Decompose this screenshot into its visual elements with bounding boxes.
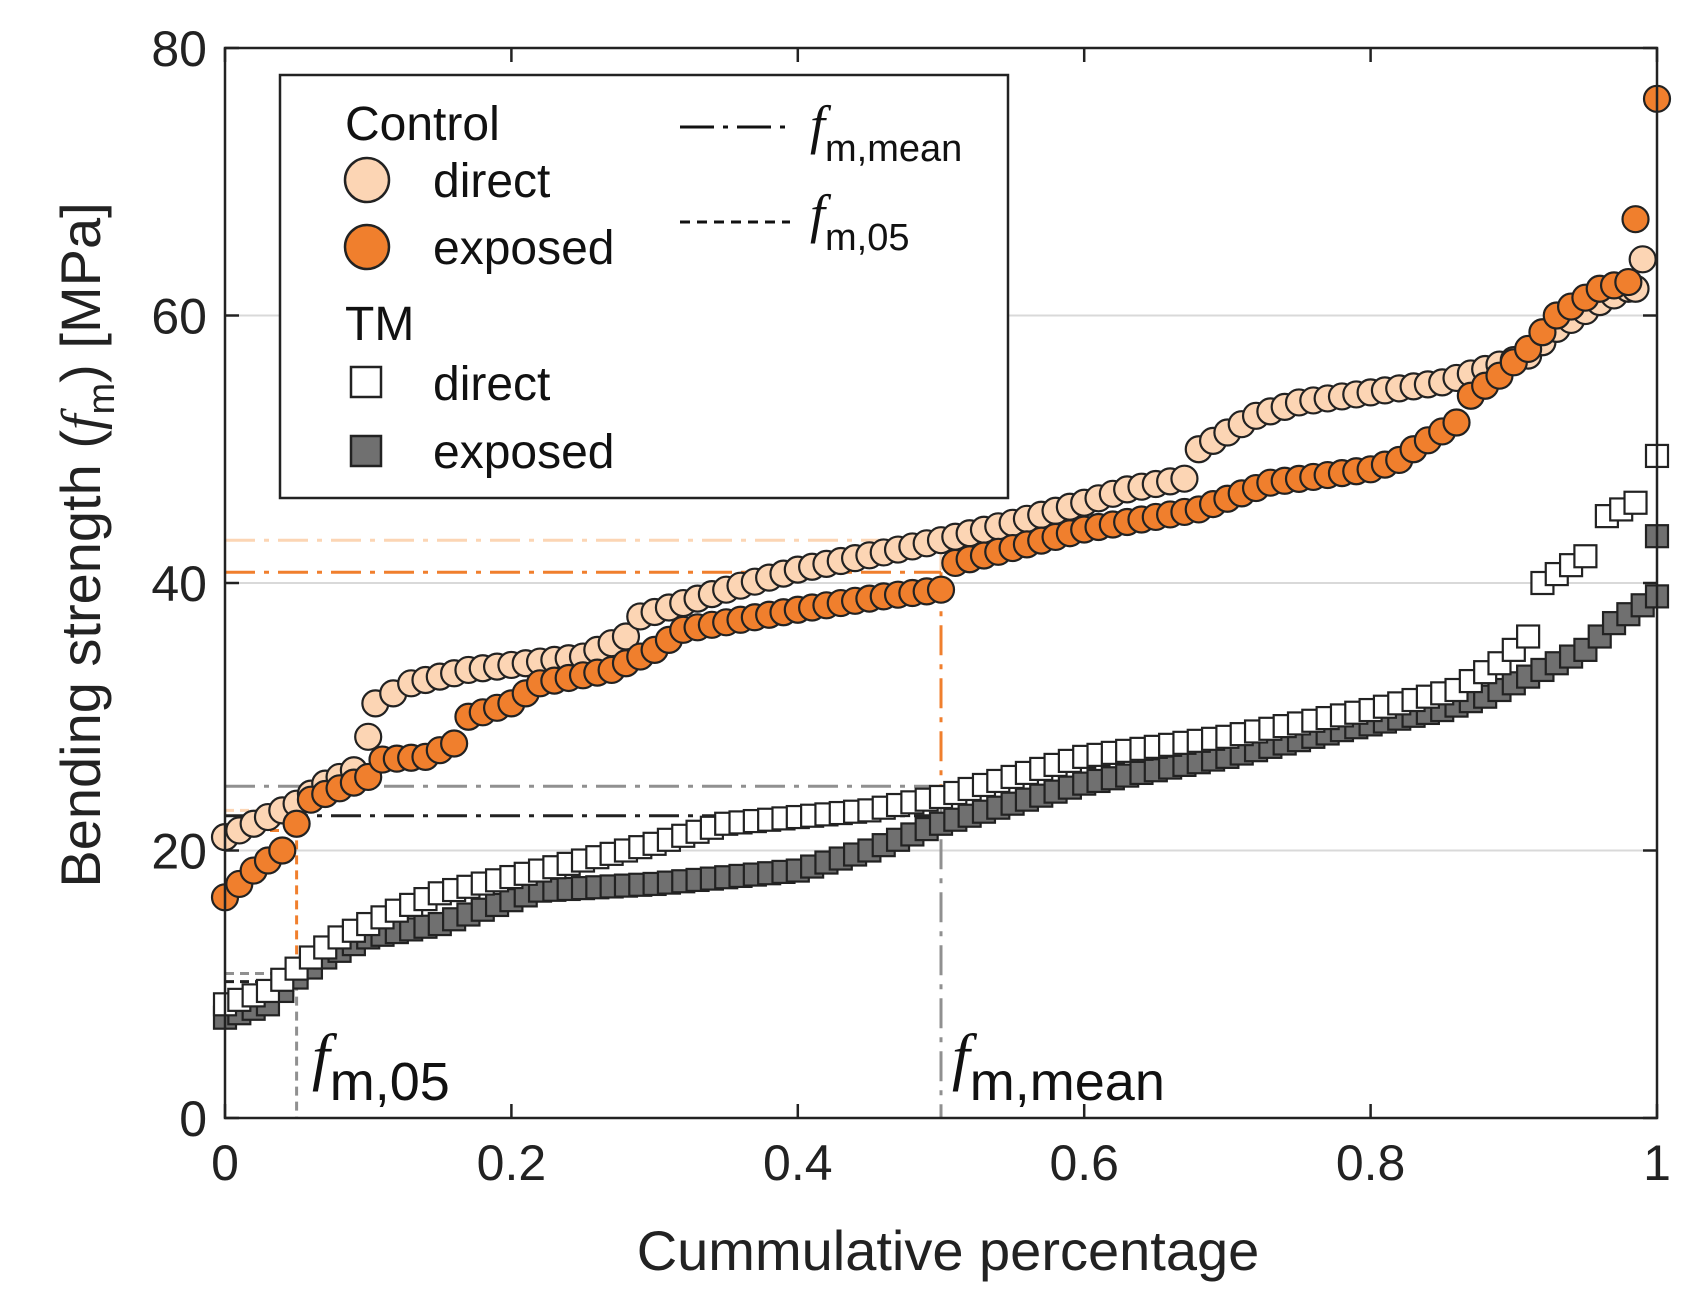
y-axis-label-suffix: ) [MPa]	[49, 202, 112, 382]
legend-label-mean: fm,mean	[810, 95, 962, 170]
y-tick-label-4: 80	[151, 21, 207, 77]
point-control-exposed-86	[1442, 408, 1471, 437]
y-tick-label-1: 20	[151, 824, 207, 880]
series-control-exposed	[210, 84, 1672, 912]
x-tick-label-2: 0.4	[763, 1135, 833, 1191]
point-control-direct-100	[1628, 245, 1657, 274]
point-control-exposed-5	[282, 809, 311, 838]
legend-label-05-subscript: m,05	[825, 217, 909, 259]
x-tick-label-0: 0	[211, 1135, 239, 1191]
legend-label-control-exposed: exposed	[433, 222, 614, 275]
legend-label-tm-exposed: exposed	[433, 426, 614, 479]
point-control-exposed-50	[926, 575, 956, 604]
point-tm-direct-95	[1573, 544, 1598, 569]
point-control-exposed-16	[440, 729, 469, 758]
y-axis-label-subscript: m	[81, 383, 123, 415]
y-axis-ticks: 0 20 40 60 80	[151, 21, 1657, 1147]
series-tm-direct	[212, 443, 1670, 1017]
y-tick-label-0: 0	[179, 1091, 207, 1147]
x-tick-label-5: 1	[1643, 1135, 1671, 1191]
annotation-fm05-subscript: m,05	[330, 1052, 450, 1112]
reference-lines	[225, 538, 943, 1118]
y-axis-label: Bending strength (fm) [MPa]	[49, 202, 123, 887]
legend-marker-tm-exposed	[349, 434, 383, 468]
data-points	[210, 84, 1672, 1030]
legend-title-control: Control	[345, 98, 500, 151]
legend-title-tm: TM	[345, 298, 414, 351]
point-tm-direct-91	[1516, 624, 1541, 649]
point-control-exposed-99	[1621, 205, 1650, 234]
legend-label-mean-subscript: m,mean	[825, 128, 962, 170]
annotation-fmmean-subscript: m,mean	[970, 1052, 1165, 1112]
legend-marker-tm-direct	[349, 365, 383, 399]
legend-label-05: fm,05	[810, 184, 910, 259]
y-axis-label-prefix: Bending strength (	[49, 430, 112, 888]
legend-box	[278, 73, 1010, 500]
legend-marker-control-exposed	[343, 223, 391, 271]
legend-marker-control-direct	[343, 156, 391, 204]
point-control-exposed-4	[268, 836, 297, 865]
x-tick-label-4: 0.8	[1336, 1135, 1406, 1191]
y-tick-label-3: 60	[151, 289, 207, 345]
y-tick-label-2: 40	[151, 556, 207, 612]
annotation-fmmean: fm,mean	[952, 1021, 1165, 1112]
annotation-fm05: fm,05	[312, 1021, 450, 1112]
point-tm-direct-98	[1623, 490, 1648, 515]
x-axis-label: Cummulative percentage	[637, 1219, 1260, 1282]
legend-label-tm-direct: direct	[433, 358, 550, 411]
x-tick-label-3: 0.6	[1049, 1135, 1119, 1191]
point-control-exposed-98	[1614, 267, 1643, 297]
legend: Control direct exposed TM direct exposed…	[278, 73, 1010, 500]
x-tick-label-1: 0.2	[477, 1135, 547, 1191]
legend-label-control-direct: direct	[433, 155, 550, 208]
point-control-direct-10	[354, 722, 383, 751]
point-control-direct-67	[1170, 464, 1199, 493]
x-axis-ticks: 0 0.2 0.4 0.6 0.8 1	[211, 48, 1671, 1191]
